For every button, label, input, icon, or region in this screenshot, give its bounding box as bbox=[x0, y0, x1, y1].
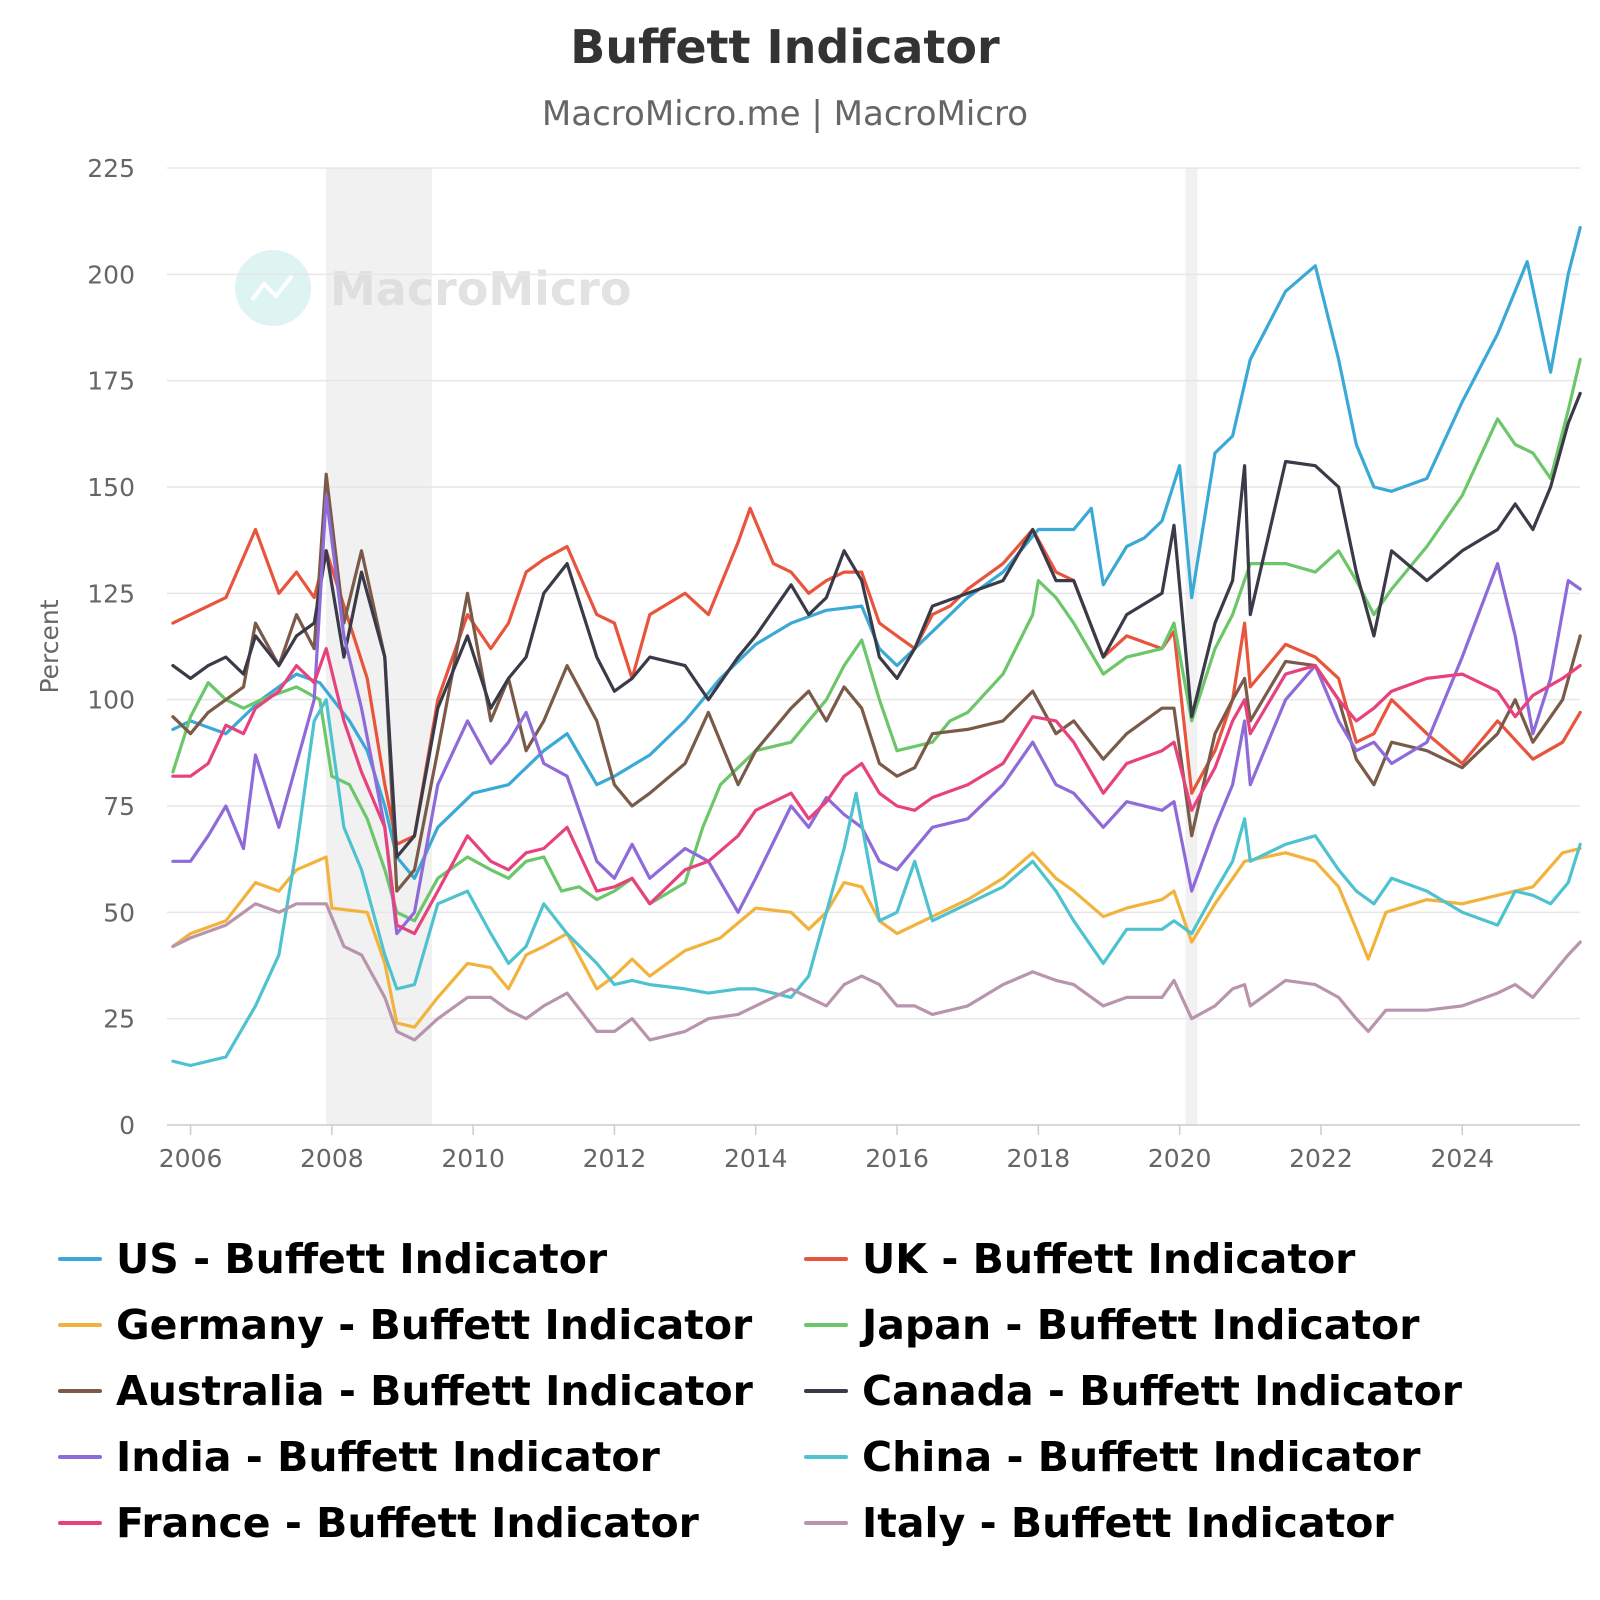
series-line-8 bbox=[171, 646, 1582, 936]
legend-label: US - Buffett Indicator bbox=[116, 1235, 608, 1283]
legend-swatch bbox=[58, 1257, 102, 1261]
x-tick-label: 2014 bbox=[724, 1144, 788, 1173]
watermark-text: MacroMicro bbox=[330, 262, 631, 316]
y-tick-label: 100 bbox=[87, 686, 135, 715]
x-tick-label: 2010 bbox=[441, 1144, 505, 1173]
series-line-7 bbox=[171, 698, 1582, 1068]
series-line-3 bbox=[171, 357, 1582, 923]
legend-item[interactable]: UK - Buffett Indicator bbox=[804, 1234, 1355, 1284]
legend-swatch bbox=[58, 1521, 102, 1525]
watermark: MacroMicro bbox=[235, 250, 631, 326]
y-tick-label: 225 bbox=[87, 154, 135, 183]
x-tick-label: 2008 bbox=[300, 1144, 364, 1173]
legend-item[interactable]: France - Buffett Indicator bbox=[58, 1498, 699, 1548]
legend-item[interactable]: Germany - Buffett Indicator bbox=[58, 1300, 752, 1350]
legend-item[interactable]: India - Buffett Indicator bbox=[58, 1432, 660, 1482]
shaded-period-1 bbox=[1185, 168, 1198, 1125]
legend-item[interactable]: China - Buffett Indicator bbox=[804, 1432, 1421, 1482]
chart-subtitle: MacroMicro.me | MacroMicro bbox=[542, 94, 1028, 134]
y-tick-label: 0 bbox=[119, 1111, 135, 1140]
legend-item[interactable]: Canada - Buffett Indicator bbox=[804, 1366, 1462, 1416]
legend-item[interactable]: US - Buffett Indicator bbox=[58, 1234, 607, 1284]
legend-swatch bbox=[804, 1389, 848, 1393]
legend-swatch bbox=[58, 1455, 102, 1459]
legend-label: Germany - Buffett Indicator bbox=[116, 1301, 753, 1349]
x-tick-label: 2016 bbox=[865, 1144, 929, 1173]
y-axis-label: Percent bbox=[35, 599, 64, 693]
x-tick-label: 2006 bbox=[159, 1144, 223, 1173]
legend-item[interactable]: Australia - Buffett Indicator bbox=[58, 1366, 753, 1416]
series-line-6 bbox=[171, 493, 1582, 936]
watermark-chart-icon bbox=[250, 274, 294, 302]
legend-swatch bbox=[804, 1455, 848, 1459]
y-tick-label: 150 bbox=[87, 473, 135, 502]
legend-swatch bbox=[804, 1323, 848, 1327]
legend-swatch bbox=[804, 1521, 848, 1525]
legend-label: UK - Buffett Indicator bbox=[862, 1235, 1356, 1283]
x-tick-label: 2024 bbox=[1430, 1144, 1494, 1173]
legend-swatch bbox=[58, 1389, 102, 1393]
y-tick-label: 125 bbox=[87, 579, 135, 608]
x-tick-label: 2018 bbox=[1007, 1144, 1071, 1173]
legend-swatch bbox=[58, 1323, 102, 1327]
y-tick-label: 200 bbox=[87, 260, 135, 289]
watermark-logo-icon bbox=[235, 250, 311, 326]
series-line-5 bbox=[171, 391, 1582, 859]
legend-label: China - Buffett Indicator bbox=[862, 1433, 1421, 1481]
x-tick-label: 2022 bbox=[1289, 1144, 1353, 1173]
legend-label: Canada - Buffett Indicator bbox=[862, 1367, 1462, 1415]
legend-label: Japan - Buffett Indicator bbox=[862, 1301, 1420, 1349]
legend-label: Italy - Buffett Indicator bbox=[862, 1499, 1394, 1547]
y-tick-label: 175 bbox=[87, 367, 135, 396]
y-gridlines bbox=[167, 167, 1580, 1126]
legend-label: France - Buffett Indicator bbox=[116, 1499, 699, 1547]
x-axis-ticks: 2006 2008 2010 2012 2014 2016 2018 2020 2022 2024 bbox=[159, 1125, 1494, 1173]
buffett-indicator-chart: Buffett Indicator MacroMicro.me | MacroM… bbox=[35, 20, 1582, 1173]
legend-label: Australia - Buffett Indicator bbox=[116, 1367, 753, 1415]
legend-swatch bbox=[804, 1257, 848, 1261]
chart-title: Buffett Indicator bbox=[570, 20, 1000, 74]
y-tick-label: 75 bbox=[103, 792, 135, 821]
series-line-9 bbox=[171, 902, 1582, 1042]
x-tick-label: 2020 bbox=[1148, 1144, 1212, 1173]
y-tick-label: 50 bbox=[103, 898, 135, 927]
series-lines bbox=[171, 225, 1582, 1068]
series-line-2 bbox=[171, 846, 1582, 1029]
legend-item[interactable]: Italy - Buffett Indicator bbox=[804, 1498, 1394, 1548]
legend-item[interactable]: Japan - Buffett Indicator bbox=[804, 1300, 1419, 1350]
y-axis-ticks: 0 25 50 75 100 125 150 175 200 225 bbox=[87, 154, 135, 1140]
y-tick-label: 25 bbox=[103, 1005, 135, 1034]
x-tick-label: 2012 bbox=[583, 1144, 647, 1173]
legend-label: India - Buffett Indicator bbox=[116, 1433, 660, 1481]
